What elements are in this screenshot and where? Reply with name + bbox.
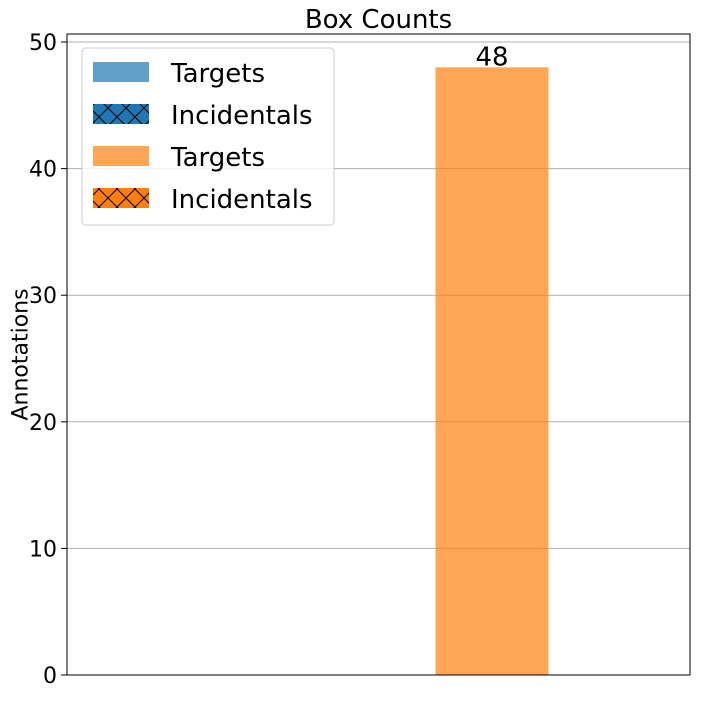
chart-title: Box Counts [305, 5, 452, 35]
bars [435, 67, 549, 675]
legend-swatch [93, 62, 149, 82]
legend-label: Incidentals [171, 185, 313, 215]
y-tick-label: 50 [29, 31, 57, 56]
legend-label: Targets [170, 59, 265, 89]
legend-swatch-hatch [93, 104, 149, 124]
plot-frame [66, 33, 691, 676]
y-tick-label: 10 [29, 537, 57, 562]
y-axis-ticks: 0 10 20 30 40 50 [29, 31, 67, 689]
y-tick-label: 20 [29, 411, 57, 436]
legend-swatch [93, 146, 149, 166]
legend-label: Targets [170, 143, 265, 173]
bar-value-label: 48 [475, 42, 508, 72]
bar-2 [435, 67, 549, 675]
y-tick-label: 40 [29, 158, 57, 183]
legend-box [81, 47, 335, 226]
legend-swatch-hatch [93, 188, 149, 208]
legend-label: Incidentals [171, 101, 313, 131]
legend: Targets Incidentals Targets Incidentals [81, 47, 335, 226]
y-tick-label: 30 [29, 284, 57, 309]
y-axis-label: Annotations [9, 288, 34, 420]
data-labels: 48 [475, 42, 508, 72]
y-tick-label: 0 [43, 664, 57, 689]
